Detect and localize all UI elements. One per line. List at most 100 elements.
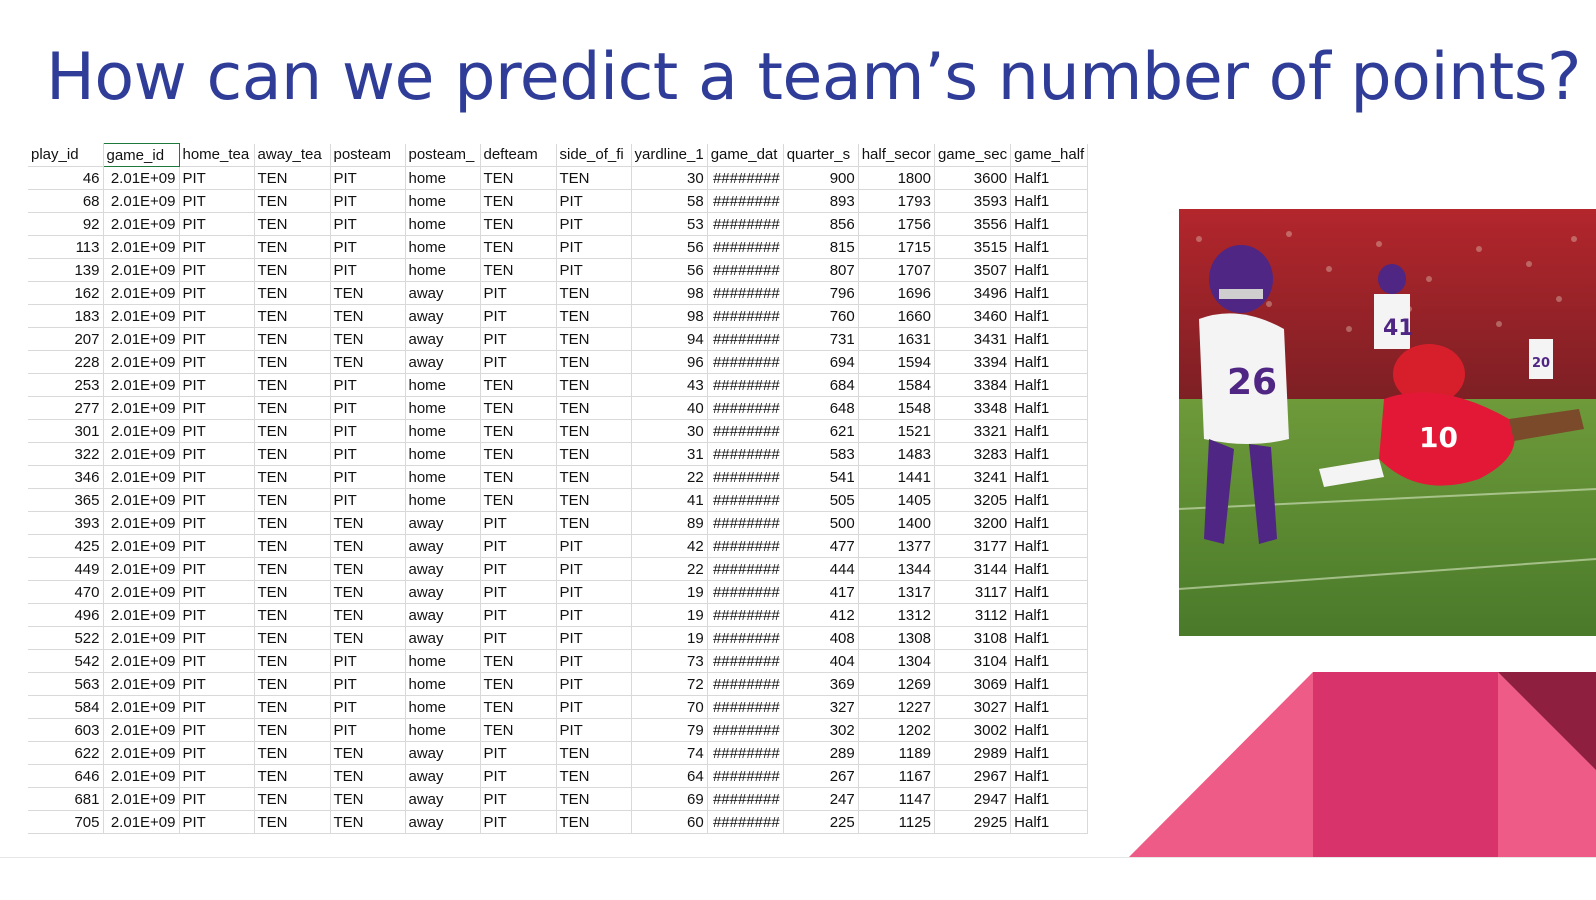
table-cell[interactable]: 3241 — [934, 465, 1012, 489]
table-cell[interactable]: 2.01E+09 — [103, 189, 180, 213]
table-cell[interactable]: Half1 — [1010, 787, 1089, 811]
table-cell[interactable]: 322 — [28, 442, 104, 466]
table-cell[interactable]: 408 — [783, 626, 859, 650]
table-cell[interactable]: 3002 — [934, 718, 1012, 742]
table-cell[interactable]: 449 — [28, 557, 104, 581]
table-cell[interactable]: 3117 — [934, 580, 1012, 604]
table-cell[interactable]: PIT — [556, 235, 632, 259]
table-cell[interactable]: PIT — [330, 718, 406, 742]
table-cell[interactable]: TEN — [254, 488, 331, 512]
table-cell[interactable]: 1269 — [858, 672, 935, 696]
table-cell[interactable]: Half1 — [1010, 511, 1089, 535]
table-cell[interactable]: 2.01E+09 — [103, 787, 180, 811]
table-cell[interactable]: 302 — [783, 718, 859, 742]
table-cell[interactable]: 3200 — [934, 511, 1012, 535]
table-cell[interactable]: 1202 — [858, 718, 935, 742]
table-cell[interactable]: TEN — [254, 649, 331, 673]
table-cell[interactable]: PIT — [179, 304, 255, 328]
table-cell[interactable]: PIT — [556, 212, 632, 236]
table-cell[interactable]: away — [405, 304, 481, 328]
table-cell[interactable]: ######## — [707, 373, 784, 397]
table-cell[interactable]: ######## — [707, 649, 784, 673]
table-cell[interactable]: TEN — [330, 534, 406, 558]
table-cell[interactable]: home — [405, 212, 481, 236]
table-cell[interactable]: 42 — [631, 534, 708, 558]
table-cell[interactable]: PIT — [179, 350, 255, 374]
table-cell[interactable]: TEN — [254, 741, 331, 765]
column-header[interactable]: half_secor — [858, 143, 935, 167]
table-cell[interactable]: 98 — [631, 281, 708, 305]
table-cell[interactable]: 207 — [28, 327, 104, 351]
table-cell[interactable]: 3460 — [934, 304, 1012, 328]
table-cell[interactable]: PIT — [556, 258, 632, 282]
table-cell[interactable]: 3108 — [934, 626, 1012, 650]
table-cell[interactable]: home — [405, 718, 481, 742]
table-cell[interactable]: 500 — [783, 511, 859, 535]
table-cell[interactable]: Half1 — [1010, 212, 1089, 236]
table-cell[interactable]: 98 — [631, 304, 708, 328]
table-cell[interactable]: 79 — [631, 718, 708, 742]
table-cell[interactable]: TEN — [480, 189, 557, 213]
table-cell[interactable]: PIT — [556, 649, 632, 673]
table-cell[interactable]: PIT — [556, 672, 632, 696]
table-cell[interactable]: PIT — [179, 373, 255, 397]
table-cell[interactable]: ######## — [707, 212, 784, 236]
column-header[interactable]: game_sec — [934, 143, 1012, 167]
table-cell[interactable]: home — [405, 235, 481, 259]
table-cell[interactable]: PIT — [179, 764, 255, 788]
table-cell[interactable]: 1660 — [858, 304, 935, 328]
table-cell[interactable]: 3283 — [934, 442, 1012, 466]
table-cell[interactable]: 267 — [783, 764, 859, 788]
table-cell[interactable]: 3205 — [934, 488, 1012, 512]
table-cell[interactable]: PIT — [556, 557, 632, 581]
table-cell[interactable]: 3384 — [934, 373, 1012, 397]
table-cell[interactable]: 89 — [631, 511, 708, 535]
table-cell[interactable]: 2.01E+09 — [103, 419, 180, 443]
table-cell[interactable]: 3027 — [934, 695, 1012, 719]
table-cell[interactable]: home — [405, 396, 481, 420]
table-cell[interactable]: 1317 — [858, 580, 935, 604]
table-cell[interactable]: 1483 — [858, 442, 935, 466]
table-cell[interactable]: Half1 — [1010, 718, 1089, 742]
table-cell[interactable]: PIT — [330, 258, 406, 282]
table-cell[interactable]: 96 — [631, 350, 708, 374]
table-cell[interactable]: 19 — [631, 626, 708, 650]
table-cell[interactable]: 2.01E+09 — [103, 442, 180, 466]
table-cell[interactable]: 622 — [28, 741, 104, 765]
table-cell[interactable]: 856 — [783, 212, 859, 236]
table-cell[interactable]: 1304 — [858, 649, 935, 673]
table-cell[interactable]: 56 — [631, 235, 708, 259]
table-cell[interactable]: PIT — [179, 488, 255, 512]
table-cell[interactable]: ######## — [707, 810, 784, 834]
table-cell[interactable]: TEN — [254, 695, 331, 719]
table-cell[interactable]: TEN — [254, 580, 331, 604]
table-cell[interactable]: 1707 — [858, 258, 935, 282]
table-cell[interactable]: away — [405, 350, 481, 374]
table-cell[interactable]: 681 — [28, 787, 104, 811]
table-cell[interactable]: PIT — [179, 465, 255, 489]
table-cell[interactable]: 477 — [783, 534, 859, 558]
table-cell[interactable]: PIT — [179, 396, 255, 420]
table-cell[interactable]: TEN — [480, 373, 557, 397]
table-cell[interactable]: TEN — [254, 419, 331, 443]
table-cell[interactable]: PIT — [480, 603, 557, 627]
table-cell[interactable]: PIT — [179, 718, 255, 742]
table-cell[interactable]: PIT — [480, 626, 557, 650]
table-cell[interactable]: 247 — [783, 787, 859, 811]
table-cell[interactable]: PIT — [179, 235, 255, 259]
table-cell[interactable]: TEN — [254, 327, 331, 351]
table-cell[interactable]: 225 — [783, 810, 859, 834]
table-cell[interactable]: Half1 — [1010, 695, 1089, 719]
table-cell[interactable]: PIT — [480, 764, 557, 788]
table-cell[interactable]: 1696 — [858, 281, 935, 305]
table-cell[interactable]: 3177 — [934, 534, 1012, 558]
table-cell[interactable]: 72 — [631, 672, 708, 696]
column-header[interactable]: quarter_s — [783, 143, 859, 167]
table-cell[interactable]: TEN — [480, 672, 557, 696]
table-cell[interactable]: TEN — [556, 511, 632, 535]
table-cell[interactable]: TEN — [480, 258, 557, 282]
table-cell[interactable]: TEN — [254, 350, 331, 374]
column-header[interactable]: away_tea — [254, 143, 331, 167]
table-cell[interactable]: PIT — [480, 511, 557, 535]
table-cell[interactable]: TEN — [254, 672, 331, 696]
